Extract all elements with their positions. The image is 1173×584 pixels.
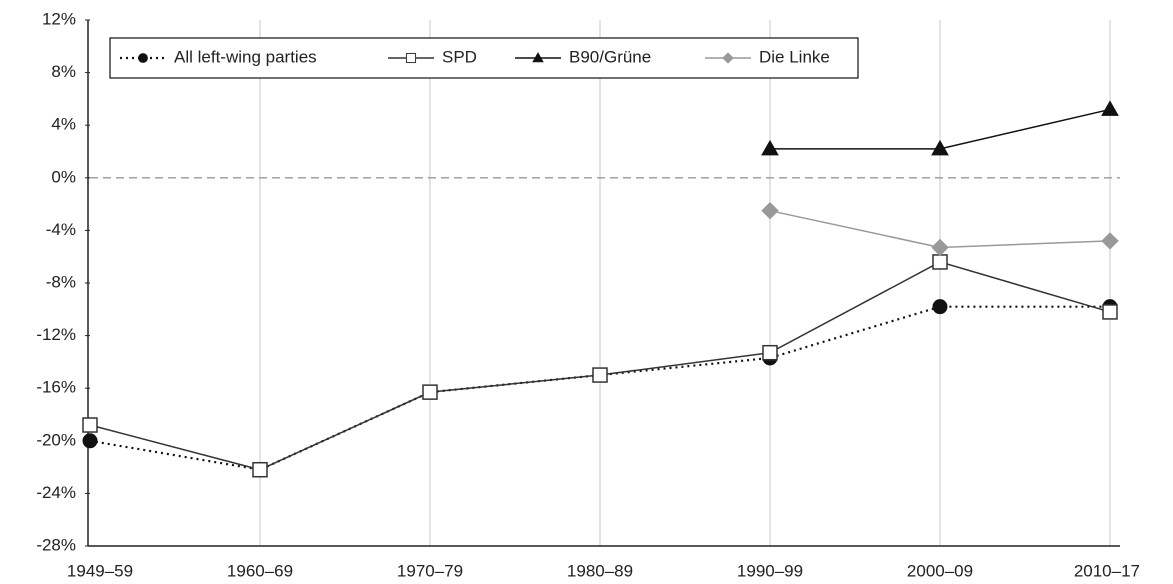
legend-label: All left-wing parties (174, 47, 317, 66)
legend-label: Die Linke (759, 47, 830, 66)
x-tick-label: 1949–59 (67, 561, 133, 580)
point (82, 433, 98, 449)
y-tick-label: 12% (42, 9, 76, 28)
point (761, 139, 779, 156)
y-tick-label: -16% (36, 378, 76, 397)
x-tick-label: 2000–09 (907, 561, 973, 580)
legend-marker (138, 53, 148, 63)
point (1102, 304, 1118, 320)
x-tick-label: 2010–17 (1074, 561, 1140, 580)
point (931, 238, 949, 257)
point (82, 417, 98, 433)
legend-label: SPD (442, 47, 477, 66)
x-tick-label: 1970–79 (397, 561, 463, 580)
y-tick-label: -4% (46, 220, 76, 239)
point (592, 367, 608, 383)
y-tick-label: 8% (51, 62, 76, 81)
point (252, 461, 268, 478)
point (931, 139, 949, 156)
y-tick-label: -20% (36, 430, 76, 449)
y-tick-label: 0% (51, 167, 76, 186)
legend-marker (405, 52, 417, 64)
point (932, 254, 948, 270)
legend-marker (722, 52, 734, 64)
x-tick-label: 1990–99 (737, 561, 803, 580)
y-tick-label: -8% (46, 272, 76, 291)
y-tick-label: 4% (51, 115, 76, 134)
point (1101, 232, 1119, 250)
y-tick-label: -24% (36, 483, 76, 502)
x-tick-label: 1980–89 (567, 561, 633, 580)
point (422, 384, 438, 400)
point (761, 201, 779, 220)
x-tick-label: 1960–69 (227, 561, 293, 580)
point (762, 344, 778, 361)
y-tick-label: -12% (36, 325, 76, 344)
point (932, 299, 948, 315)
legend-label: B90/Grüne (569, 47, 651, 66)
legend-marker (532, 52, 544, 63)
y-tick-label: -28% (36, 535, 76, 554)
point (1101, 100, 1119, 116)
